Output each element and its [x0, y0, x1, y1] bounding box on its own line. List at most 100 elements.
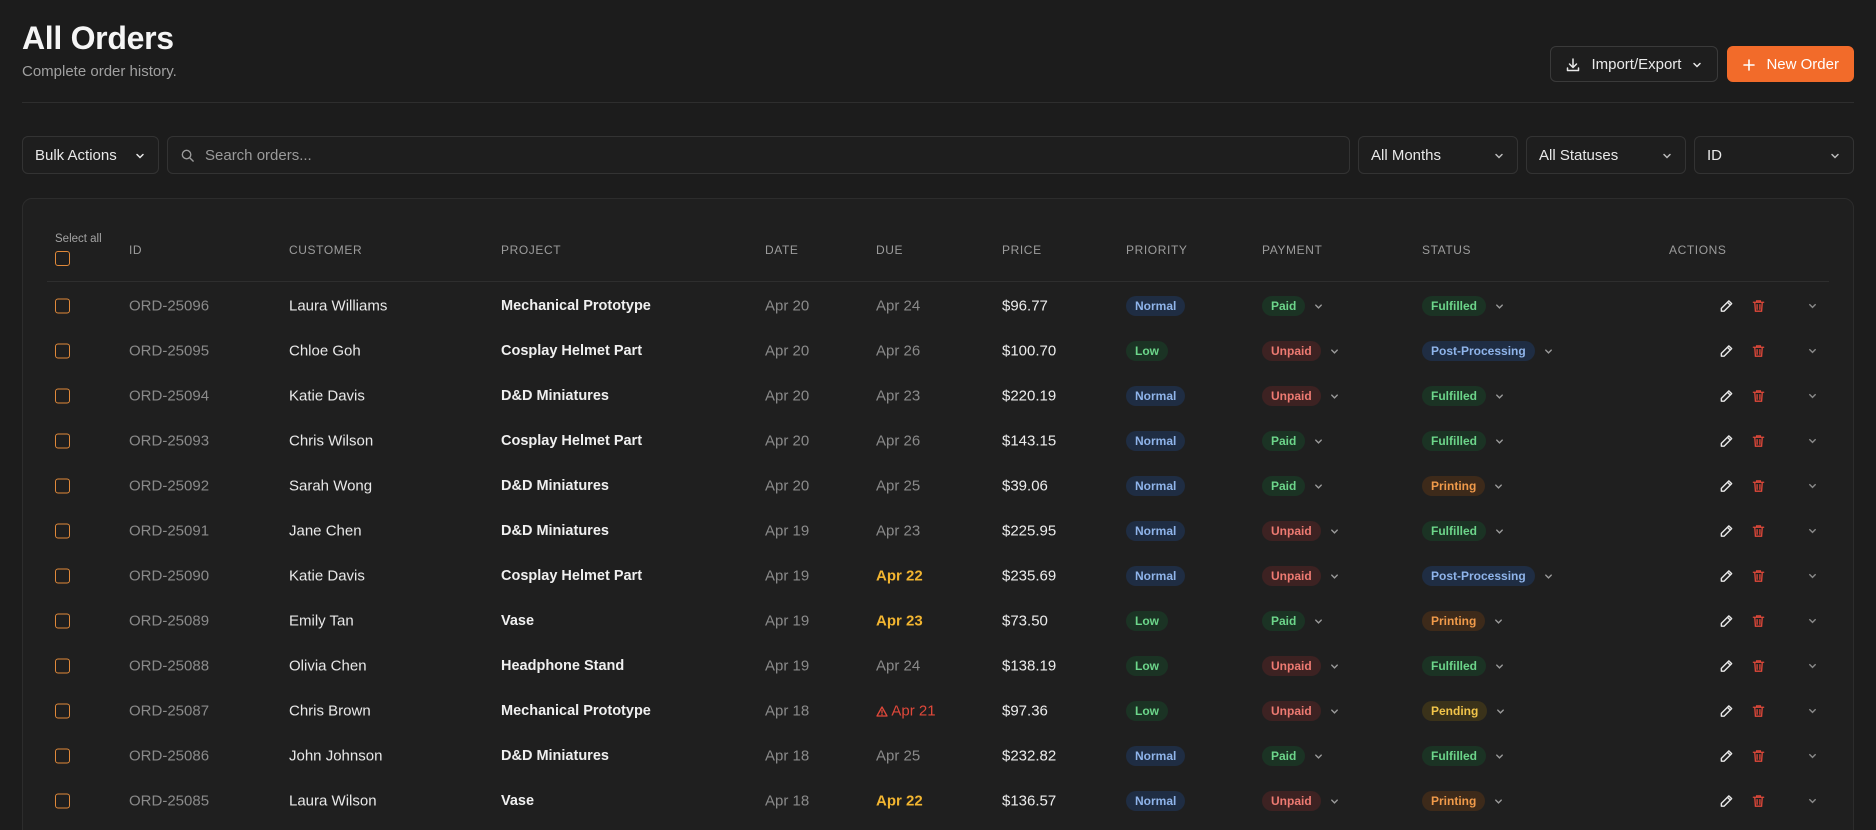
table-row[interactable]: ORD-25088 Olivia Chen Headphone Stand Apr 1… — [23, 643, 1853, 688]
status-dropdown[interactable]: Printing — [1422, 790, 1504, 811]
column-header-due[interactable]: DUE — [876, 243, 904, 257]
status-dropdown[interactable]: Fulfilled — [1422, 430, 1505, 451]
delete-button[interactable] — [1751, 522, 1766, 539]
edit-button[interactable] — [1719, 567, 1734, 584]
search-input[interactable] — [205, 146, 1337, 164]
delete-button[interactable] — [1751, 792, 1766, 809]
select-all-checkbox[interactable] — [55, 251, 70, 266]
payment-dropdown[interactable]: Unpaid — [1262, 565, 1340, 586]
sort-select[interactable]: ID — [1694, 136, 1854, 174]
delete-button[interactable] — [1751, 612, 1766, 629]
payment-dropdown[interactable]: Unpaid — [1262, 520, 1340, 541]
column-header-payment[interactable]: PAYMENT — [1262, 243, 1323, 257]
column-header-customer[interactable]: CUSTOMER — [289, 243, 363, 257]
status-dropdown[interactable]: Fulfilled — [1422, 385, 1505, 406]
expand-row-button[interactable] — [1807, 567, 1818, 584]
delete-button[interactable] — [1751, 747, 1766, 764]
expand-row-button[interactable] — [1807, 522, 1818, 539]
table-row[interactable]: ORD-25090 Katie Davis Cosplay Helmet Part A… — [23, 553, 1853, 598]
row-checkbox[interactable] — [55, 658, 70, 673]
delete-button[interactable] — [1751, 477, 1766, 494]
status-filter-select[interactable]: All Statuses — [1526, 136, 1686, 174]
row-checkbox[interactable] — [55, 433, 70, 448]
row-checkbox[interactable] — [55, 613, 70, 628]
row-checkbox[interactable] — [55, 478, 70, 493]
payment-dropdown[interactable]: Paid — [1262, 610, 1324, 631]
delete-button[interactable] — [1751, 432, 1766, 449]
table-row[interactable]: ORD-25094 Katie Davis D&D Miniatures Apr 20… — [23, 373, 1853, 418]
column-header-date[interactable]: DATE — [765, 243, 799, 257]
edit-button[interactable] — [1719, 747, 1734, 764]
expand-row-button[interactable] — [1807, 432, 1818, 449]
column-header-project[interactable]: PROJECT — [501, 243, 562, 257]
edit-button[interactable] — [1719, 522, 1734, 539]
edit-button[interactable] — [1719, 702, 1734, 719]
table-row[interactable]: ORD-25092 Sarah Wong D&D Miniatures Apr 20 A… — [23, 463, 1853, 508]
table-row[interactable]: ORD-25086 John Johnson D&D Miniatures Apr 1… — [23, 733, 1853, 778]
expand-row-button[interactable] — [1807, 477, 1818, 494]
expand-row-button[interactable] — [1807, 792, 1818, 809]
status-dropdown[interactable]: Printing — [1422, 475, 1504, 496]
row-checkbox[interactable] — [55, 523, 70, 538]
payment-dropdown[interactable]: Paid — [1262, 745, 1324, 766]
payment-dropdown[interactable]: Unpaid — [1262, 340, 1340, 361]
edit-button[interactable] — [1719, 792, 1734, 809]
table-row[interactable]: ORD-25091 Jane Chen D&D Miniatures Apr 19 Ap… — [23, 508, 1853, 553]
payment-dropdown[interactable]: Paid — [1262, 475, 1324, 496]
table-row[interactable]: ORD-25096 Laura Williams Mechanical Protot… — [23, 283, 1853, 328]
expand-row-button[interactable] — [1807, 612, 1818, 629]
table-row[interactable]: ORD-25095 Chloe Goh Cosplay Helmet Part Apr… — [23, 328, 1853, 373]
edit-button[interactable] — [1719, 432, 1734, 449]
row-checkbox[interactable] — [55, 388, 70, 403]
payment-dropdown[interactable]: Unpaid — [1262, 655, 1340, 676]
row-checkbox[interactable] — [55, 298, 70, 313]
table-row[interactable]: ORD-25085 Laura Wilson Vase Apr 18 Apr 22 $13… — [23, 778, 1853, 823]
row-checkbox[interactable] — [55, 793, 70, 808]
expand-row-button[interactable] — [1807, 387, 1818, 404]
column-header-price[interactable]: PRICE — [1002, 243, 1042, 257]
expand-row-button[interactable] — [1807, 747, 1818, 764]
status-dropdown[interactable]: Fulfilled — [1422, 655, 1505, 676]
status-dropdown[interactable]: Fulfilled — [1422, 295, 1505, 316]
status-dropdown[interactable]: Fulfilled — [1422, 745, 1505, 766]
edit-button[interactable] — [1719, 612, 1734, 629]
months-filter-select[interactable]: All Months — [1358, 136, 1518, 174]
new-order-button[interactable]: New Order — [1727, 46, 1854, 82]
expand-row-button[interactable] — [1807, 297, 1818, 314]
delete-button[interactable] — [1751, 702, 1766, 719]
row-checkbox[interactable] — [55, 703, 70, 718]
column-header-id[interactable]: ID — [129, 243, 143, 257]
table-row[interactable]: ORD-25093 Chris Wilson Cosplay Helmet Part… — [23, 418, 1853, 463]
delete-button[interactable] — [1751, 342, 1766, 359]
payment-dropdown[interactable]: Unpaid — [1262, 790, 1340, 811]
status-dropdown[interactable]: Pending — [1422, 700, 1506, 721]
delete-button[interactable] — [1751, 387, 1766, 404]
status-dropdown[interactable]: Post-Processing — [1422, 565, 1554, 586]
payment-dropdown[interactable]: Unpaid — [1262, 385, 1340, 406]
row-checkbox[interactable] — [55, 343, 70, 358]
status-dropdown[interactable]: Fulfilled — [1422, 520, 1505, 541]
row-checkbox[interactable] — [55, 568, 70, 583]
edit-button[interactable] — [1719, 657, 1734, 674]
expand-row-button[interactable] — [1807, 657, 1818, 674]
payment-dropdown[interactable]: Unpaid — [1262, 700, 1340, 721]
delete-button[interactable] — [1751, 657, 1766, 674]
column-header-status[interactable]: STATUS — [1422, 243, 1472, 257]
import-export-button[interactable]: Import/Export — [1550, 46, 1719, 82]
status-dropdown[interactable]: Post-Processing — [1422, 340, 1554, 361]
edit-button[interactable] — [1719, 387, 1734, 404]
delete-button[interactable] — [1751, 567, 1766, 584]
expand-row-button[interactable] — [1807, 342, 1818, 359]
expand-row-button[interactable] — [1807, 702, 1818, 719]
edit-button[interactable] — [1719, 477, 1734, 494]
edit-button[interactable] — [1719, 297, 1734, 314]
payment-dropdown[interactable]: Paid — [1262, 295, 1324, 316]
table-row[interactable]: ORD-25089 Emily Tan Vase Apr 19 Apr 23 $73.50… — [23, 598, 1853, 643]
delete-button[interactable] — [1751, 297, 1766, 314]
status-dropdown[interactable]: Printing — [1422, 610, 1504, 631]
column-header-priority[interactable]: PRIORITY — [1126, 243, 1188, 257]
table-row[interactable]: ORD-25087 Chris Brown Mechanical Prototype… — [23, 688, 1853, 733]
edit-button[interactable] — [1719, 342, 1734, 359]
row-checkbox[interactable] — [55, 748, 70, 763]
bulk-actions-dropdown[interactable]: Bulk Actions — [22, 136, 159, 174]
